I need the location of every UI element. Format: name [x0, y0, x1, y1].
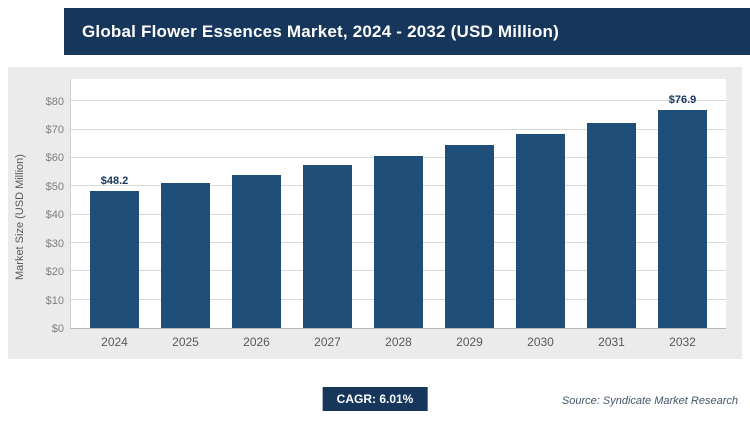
- bar-value-label: $76.9: [668, 94, 697, 107]
- bar-slot: [434, 79, 505, 328]
- page: Global Flower Essences Market, 2024 - 20…: [0, 8, 750, 417]
- y-tick-label: $50: [45, 180, 64, 193]
- source-text: Source: Syndicate Market Research: [561, 395, 738, 407]
- y-tick-label: $10: [45, 294, 64, 307]
- gridline: [71, 128, 726, 130]
- bar-2032: [658, 110, 707, 328]
- bar-slot: [150, 79, 221, 328]
- y-tick-label: $0: [51, 323, 64, 335]
- bar-slot: [363, 79, 434, 328]
- bar-slot: [505, 79, 576, 328]
- chart-area: Market Size (USD Million) $0 $10 $20 $30 $40…: [14, 79, 726, 355]
- bar-2027: [303, 165, 352, 328]
- header-banner: Global Flower Essences Market, 2024 - 20…: [64, 8, 750, 55]
- x-tick-label: 2028: [385, 335, 412, 349]
- bar-2031: [587, 122, 636, 328]
- y-axis-title: Market Size (USD Million): [14, 154, 26, 280]
- y-tick-label: $20: [45, 266, 64, 279]
- y-tick-label: $80: [45, 95, 64, 108]
- y-tick-label: $70: [45, 123, 64, 136]
- y-axis-ticks: $0 $10 $20 $30 $40 $50 $60 $70 $80: [32, 79, 70, 336]
- y-tick-label: $30: [45, 237, 64, 250]
- bar-2025: [161, 183, 210, 328]
- bar-2026: [232, 174, 281, 328]
- bar-slot: [292, 79, 363, 328]
- gridline: [71, 100, 726, 102]
- x-tick-label: 2027: [314, 335, 341, 349]
- plot-row: $0 $10 $20 $30 $40 $50 $60 $70 $80 $48.2 $76.9: [32, 79, 726, 336]
- bar-2028: [374, 155, 423, 328]
- x-tick-label: 2032: [669, 335, 696, 349]
- plot-area: $48.2 $76.9: [70, 79, 726, 329]
- footer: CAGR: 6.01% Source: Syndicate Market Res…: [0, 359, 750, 417]
- bars: $48.2 $76.9: [71, 79, 726, 328]
- x-tick-label: 2025: [172, 335, 199, 349]
- x-tick-label: 2026: [243, 335, 270, 349]
- bar-2029: [445, 145, 494, 328]
- x-axis: 2024 2025 2026 2027 2028 2029 2030 2031 2032: [71, 329, 726, 355]
- bar-value-label: $48.2: [100, 175, 129, 188]
- x-tick-label: 2029: [456, 335, 483, 349]
- x-tick-label: 2024: [101, 335, 128, 349]
- bar-2024: [90, 191, 139, 328]
- chart-panel: Market Size (USD Million) $0 $10 $20 $30 $40…: [8, 67, 742, 359]
- bar-slot: $76.9: [647, 79, 718, 328]
- y-tick-label: $40: [45, 209, 64, 222]
- bar-slot: [576, 79, 647, 328]
- bar-slot: $48.2: [79, 79, 150, 328]
- bar-slot: [221, 79, 292, 328]
- x-tick-label: 2030: [527, 335, 554, 349]
- y-tick-label: $60: [45, 152, 64, 165]
- x-tick-label: 2031: [598, 335, 625, 349]
- cagr-badge: CAGR: 6.01%: [322, 387, 428, 411]
- chart-title: Global Flower Essences Market, 2024 - 20…: [82, 21, 559, 41]
- bar-2030: [516, 134, 565, 328]
- chart-main: $0 $10 $20 $30 $40 $50 $60 $70 $80 $48.2 $76.9 20…: [32, 79, 726, 355]
